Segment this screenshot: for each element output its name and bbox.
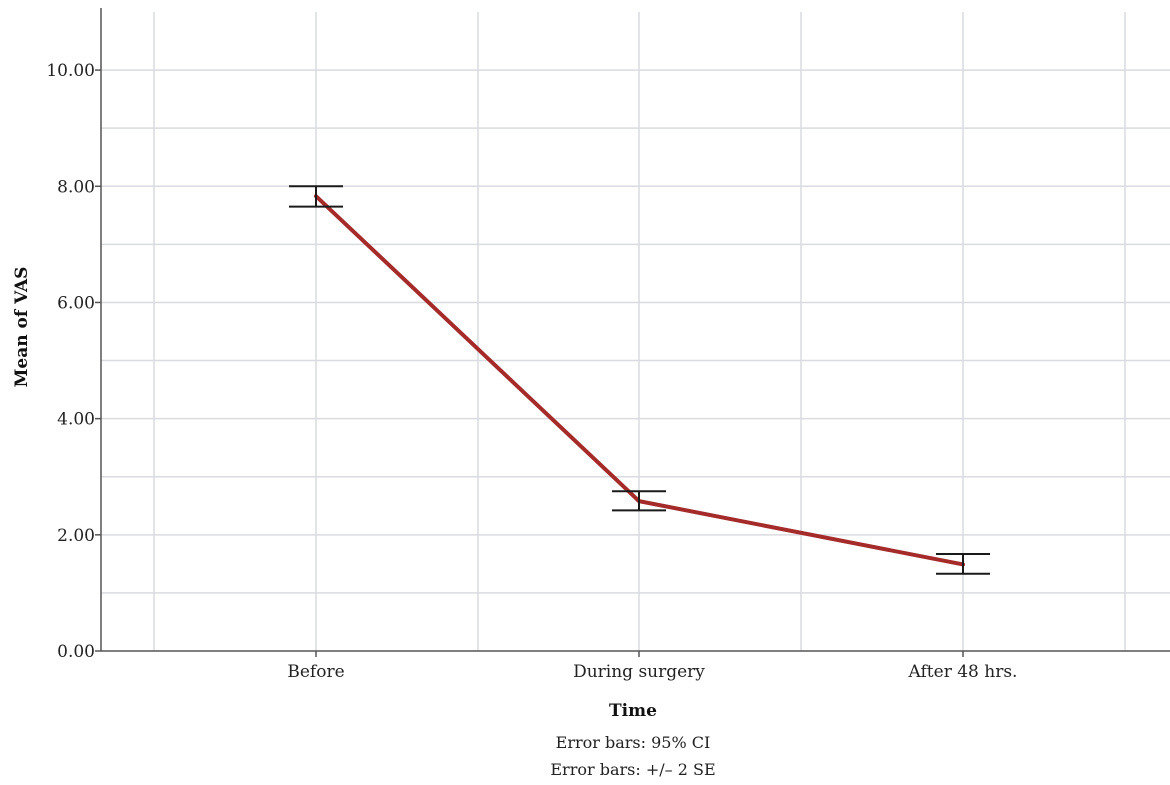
y-tick-label: 4.00 xyxy=(57,410,95,430)
x-tick-label: During surgery xyxy=(573,662,705,682)
y-tick-label: 6.00 xyxy=(57,293,95,313)
x-tick-label: After 48 hrs. xyxy=(908,662,1018,682)
y-tick-label: 0.00 xyxy=(57,642,95,662)
error-bars-note-se: Error bars: +/– 2 SE xyxy=(550,760,715,779)
error-bar xyxy=(612,490,666,512)
y-tick-label: 8.00 xyxy=(57,177,95,197)
y-tick-label: 10.00 xyxy=(46,61,95,81)
grid-lines xyxy=(101,12,1170,651)
y-axis-title: Mean of VAS xyxy=(12,267,32,388)
x-axis-title: Time xyxy=(609,701,657,721)
y-tick-label: 2.00 xyxy=(57,526,95,546)
x-tick-labels: Before During surgery After 48 hrs. xyxy=(287,662,1017,682)
y-tick-labels: 0.00 2.00 4.00 6.00 8.00 10.00 xyxy=(46,61,95,662)
error-bars-note-ci: Error bars: 95% CI xyxy=(556,733,711,752)
error-bars xyxy=(289,185,990,575)
x-tick-label: Before xyxy=(287,662,344,682)
axes xyxy=(95,8,1170,657)
error-bar xyxy=(936,552,990,575)
error-bar xyxy=(289,185,343,208)
